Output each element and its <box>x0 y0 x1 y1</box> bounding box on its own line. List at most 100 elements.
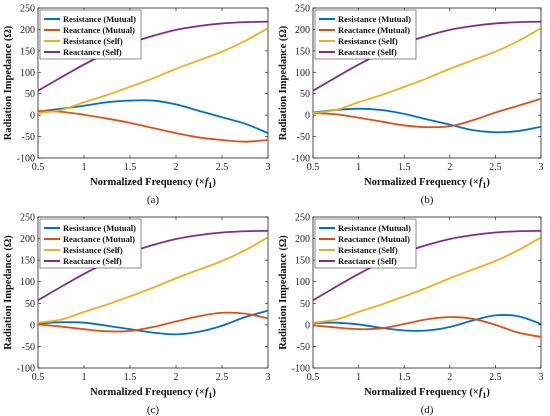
legend-label-reactance-mutual: Reactance (Mutual) <box>63 234 135 244</box>
y-tick-label: 100 <box>20 68 35 79</box>
y-tick-label: 0 <box>305 111 310 122</box>
series-line-reactance-mutual <box>313 316 541 338</box>
y-tick-label: -50 <box>297 132 310 143</box>
x-tick-label: 2 <box>174 162 179 173</box>
y-tick-label: 250 <box>20 4 35 15</box>
x-tick-label: 1 <box>356 162 361 173</box>
y-tick-label: 150 <box>20 256 35 267</box>
x-axis-label: Normalized Frequency (×f1) <box>90 177 216 190</box>
x-tick-label: 0.5 <box>32 162 45 173</box>
series-line-resistance-mutual <box>313 314 541 332</box>
legend-label-resistance-self: Resistance (Self) <box>63 36 123 46</box>
y-axis-label: Radiation Impedance (Ω) <box>3 25 14 140</box>
y-tick-label: 150 <box>20 46 35 57</box>
y-tick-label: 200 <box>295 25 310 36</box>
y-tick-label: 150 <box>295 256 310 267</box>
legend-label-reactance-mutual: Reactance (Mutual) <box>338 25 410 35</box>
y-tick-label: -100 <box>292 154 310 165</box>
y-axis-label: Radiation Impedance (Ω) <box>278 235 289 350</box>
legend-label-reactance-self: Reactance (Self) <box>338 47 397 57</box>
series-line-reactance-self <box>313 229 541 302</box>
x-tick-label: 1 <box>82 372 87 383</box>
legend-label-resistance-mutual: Resistance (Mutual) <box>338 223 411 233</box>
y-tick-label: 250 <box>20 213 35 224</box>
chart-panel-c: -100 -50 0 50 100 150 200 250 0.5 1 1.5 2 2.5 3 Normal… <box>3 213 271 416</box>
x-tick-label: 1.5 <box>398 372 411 383</box>
x-tick-label: 2.5 <box>216 372 229 383</box>
y-tick-label: -50 <box>22 132 35 143</box>
legend-label-resistance-mutual: Resistance (Mutual) <box>63 223 136 233</box>
y-tick-label: -50 <box>297 342 310 353</box>
x-tick-label: 3 <box>539 162 544 173</box>
series-line-reactance-self <box>38 20 268 92</box>
x-tick-label: 2.5 <box>489 162 502 173</box>
legend-label-reactance-self: Reactance (Self) <box>63 256 122 266</box>
series-line-reactance-mutual <box>38 311 268 333</box>
x-tick-label: 3 <box>539 372 544 383</box>
y-tick-label: 50 <box>300 299 310 310</box>
y-tick-label: 250 <box>295 4 310 15</box>
series-line-resistance-self <box>313 27 541 114</box>
x-tick-label: 0.5 <box>307 372 320 383</box>
legend-label-reactance-mutual: Reactance (Mutual) <box>63 25 135 35</box>
series-line-resistance-self <box>38 27 268 114</box>
legend-label-reactance-self: Reactance (Self) <box>63 47 122 57</box>
legend-label-resistance-mutual: Resistance (Mutual) <box>63 14 136 24</box>
series-line-reactance-mutual <box>313 97 541 129</box>
panel-caption: (b) <box>421 194 434 206</box>
y-tick-label: 50 <box>25 299 35 310</box>
x-tick-label: 2 <box>447 372 452 383</box>
legend-label-reactance-mutual: Reactance (Mutual) <box>338 234 410 244</box>
series-line-reactance-self <box>313 20 541 92</box>
legend: Resistance (Mutual)Reactance (Mutual)Res… <box>314 218 417 269</box>
chart-panel-b: -100 -50 0 50 100 150 200 250 0.5 1 1.5 2 2.5 3 Normal… <box>278 4 544 207</box>
chart-panel-a: -100 -50 0 50 100 150 200 250 0.5 1 1.5 2 2.5 3 Normal… <box>3 4 271 207</box>
x-tick-label: 3 <box>266 372 271 383</box>
panel-caption: (c) <box>147 404 160 416</box>
y-tick-label: 200 <box>295 234 310 245</box>
y-tick-label: -100 <box>17 154 35 165</box>
x-tick-label: 0.5 <box>307 162 320 173</box>
y-tick-label: 100 <box>295 277 310 288</box>
x-tick-label: 1.5 <box>124 372 137 383</box>
x-tick-label: 1.5 <box>398 162 411 173</box>
panel-caption: (d) <box>421 404 434 416</box>
y-tick-label: 150 <box>295 46 310 57</box>
plot-frame <box>312 216 542 369</box>
x-axis-label: Normalized Frequency (×f1) <box>364 387 490 400</box>
legend-label-resistance-self: Resistance (Self) <box>338 36 398 46</box>
series-line-resistance-self <box>313 236 541 324</box>
y-tick-label: 0 <box>30 320 35 331</box>
series-line-resistance-mutual <box>38 99 268 134</box>
series-line-reactance-mutual <box>38 109 268 143</box>
x-tick-label: 2 <box>447 162 452 173</box>
x-tick-label: 2.5 <box>489 372 502 383</box>
x-tick-label: 1.5 <box>124 162 137 173</box>
x-tick-label: 1 <box>356 372 361 383</box>
y-tick-label: 100 <box>295 68 310 79</box>
x-tick-label: 3 <box>266 162 271 173</box>
y-tick-label: -100 <box>17 364 35 375</box>
legend-box <box>314 218 417 269</box>
y-tick-label: 50 <box>300 89 310 100</box>
legend: Resistance (Mutual)Reactance (Mutual)Res… <box>39 9 142 60</box>
series-line-reactance-self <box>38 229 268 302</box>
x-axis-label: Normalized Frequency (×f1) <box>364 177 490 190</box>
series-line-resistance-self <box>38 236 268 324</box>
y-axis-label: Radiation Impedance (Ω) <box>278 25 289 140</box>
y-tick-label: -100 <box>292 364 310 375</box>
series-line-resistance-mutual <box>38 309 268 336</box>
y-tick-label: 100 <box>20 277 35 288</box>
y-tick-label: 200 <box>20 234 35 245</box>
legend: Resistance (Mutual)Reactance (Mutual)Res… <box>314 9 417 60</box>
x-tick-label: 1 <box>82 162 87 173</box>
legend: Resistance (Mutual)Reactance (Mutual)Res… <box>39 218 142 269</box>
legend-label-resistance-mutual: Resistance (Mutual) <box>338 14 411 24</box>
x-tick-label: 2 <box>174 372 179 383</box>
legend-label-reactance-self: Reactance (Self) <box>338 256 397 266</box>
x-tick-label: 0.5 <box>32 372 45 383</box>
legend-label-resistance-self: Resistance (Self) <box>63 245 123 255</box>
y-tick-label: 50 <box>25 89 35 100</box>
chart-panel-d: -100 -50 0 50 100 150 200 250 0.5 1 1.5 2 2.5 3 Normal… <box>278 213 544 416</box>
